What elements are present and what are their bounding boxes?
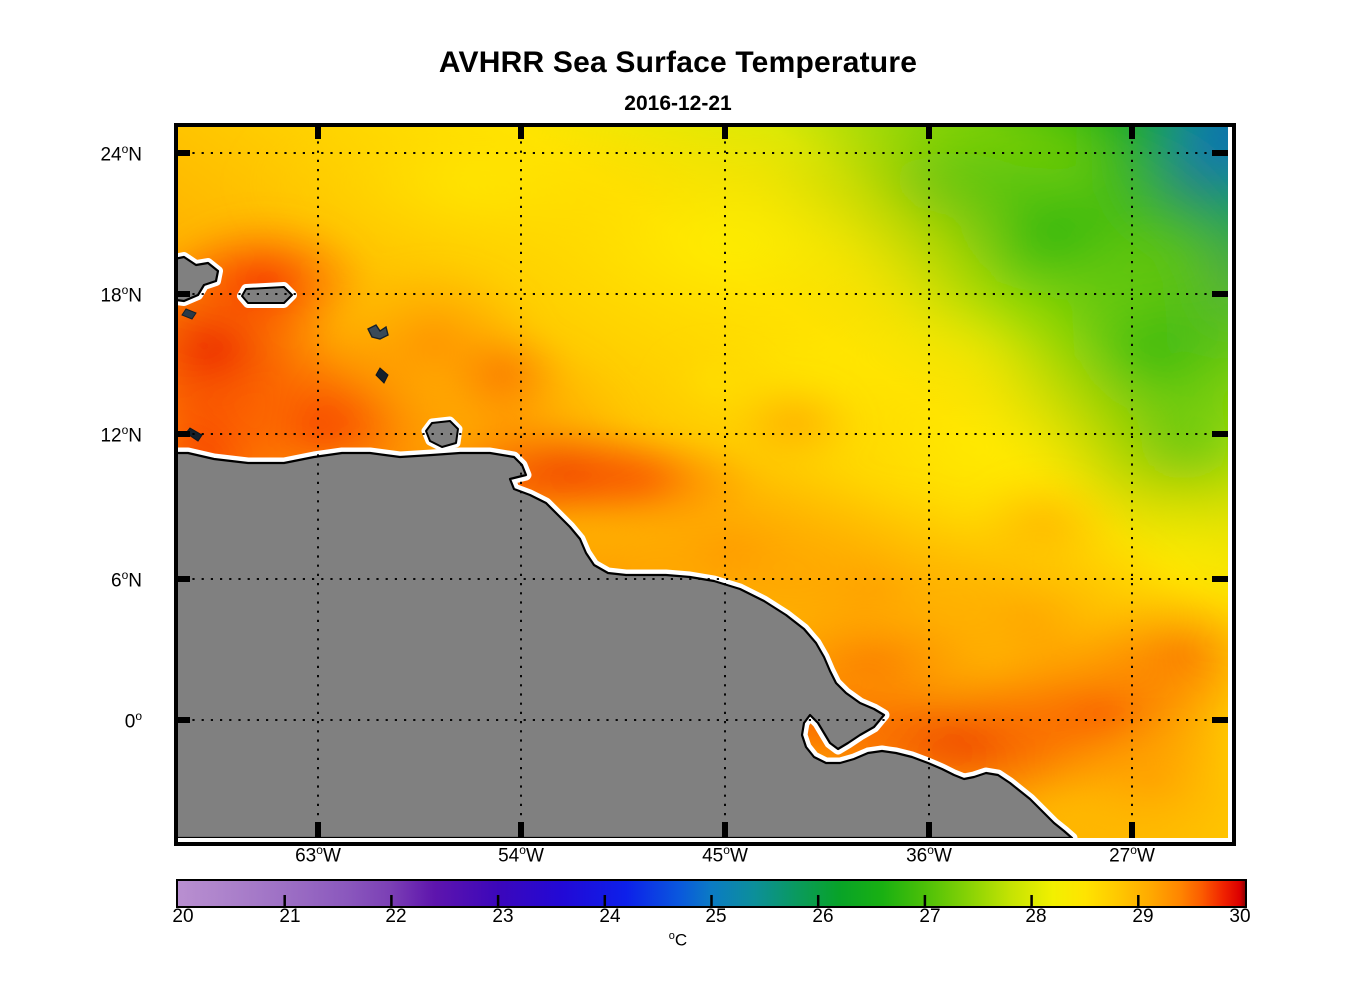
colorbar-label-24: 24	[599, 906, 621, 927]
map-panel[interactable]	[174, 123, 1228, 838]
colorbar-unit-label: oC	[668, 930, 688, 950]
xlabel-36w: 36oW	[906, 843, 952, 867]
ylabel-24n: 24oN	[100, 142, 142, 166]
colorbar-label-27: 27	[919, 906, 941, 927]
ylabel-18n: 18oN	[100, 283, 142, 307]
ylabel-12n: 12oN	[100, 423, 142, 447]
colorbar-label-22: 22	[385, 906, 407, 927]
colorbar-label-29: 29	[1132, 906, 1154, 927]
colorbar-ticks	[283, 895, 1140, 906]
land-lesser-antilles-4	[181, 308, 197, 320]
page-title: AVHRR Sea Surface Temperature	[438, 46, 918, 79]
land-lesser-antilles-2	[375, 367, 389, 384]
xlabel-63w: 63oW	[295, 843, 341, 867]
land-layer	[174, 252, 1078, 838]
xlabel-27w: 27oW	[1109, 843, 1155, 867]
xlabel-54w: 54oW	[498, 843, 544, 867]
colorbar-label-28: 28	[1025, 906, 1047, 927]
colorbar-label-26: 26	[812, 906, 834, 927]
land-hispaniola-outline	[174, 255, 220, 303]
sst-field	[174, 123, 1228, 838]
colorbar-label-25: 25	[705, 906, 727, 927]
colorbar-label-30: 30	[1229, 906, 1251, 927]
page-subtitle: 2016-12-21	[624, 92, 732, 115]
colorbar-label-23: 23	[492, 906, 514, 927]
colorbar[interactable]	[176, 879, 1247, 908]
colorbar-label-20: 20	[172, 906, 194, 927]
ylabel-6n: 6oN	[111, 568, 142, 592]
colorbar-label-21: 21	[279, 906, 301, 927]
gridlines	[174, 123, 1228, 838]
colorbar-gradient	[178, 881, 1245, 906]
ylabel-0: 0o	[124, 709, 142, 733]
land-lesser-antilles-1	[367, 324, 389, 340]
xlabel-45w: 45oW	[702, 843, 748, 867]
